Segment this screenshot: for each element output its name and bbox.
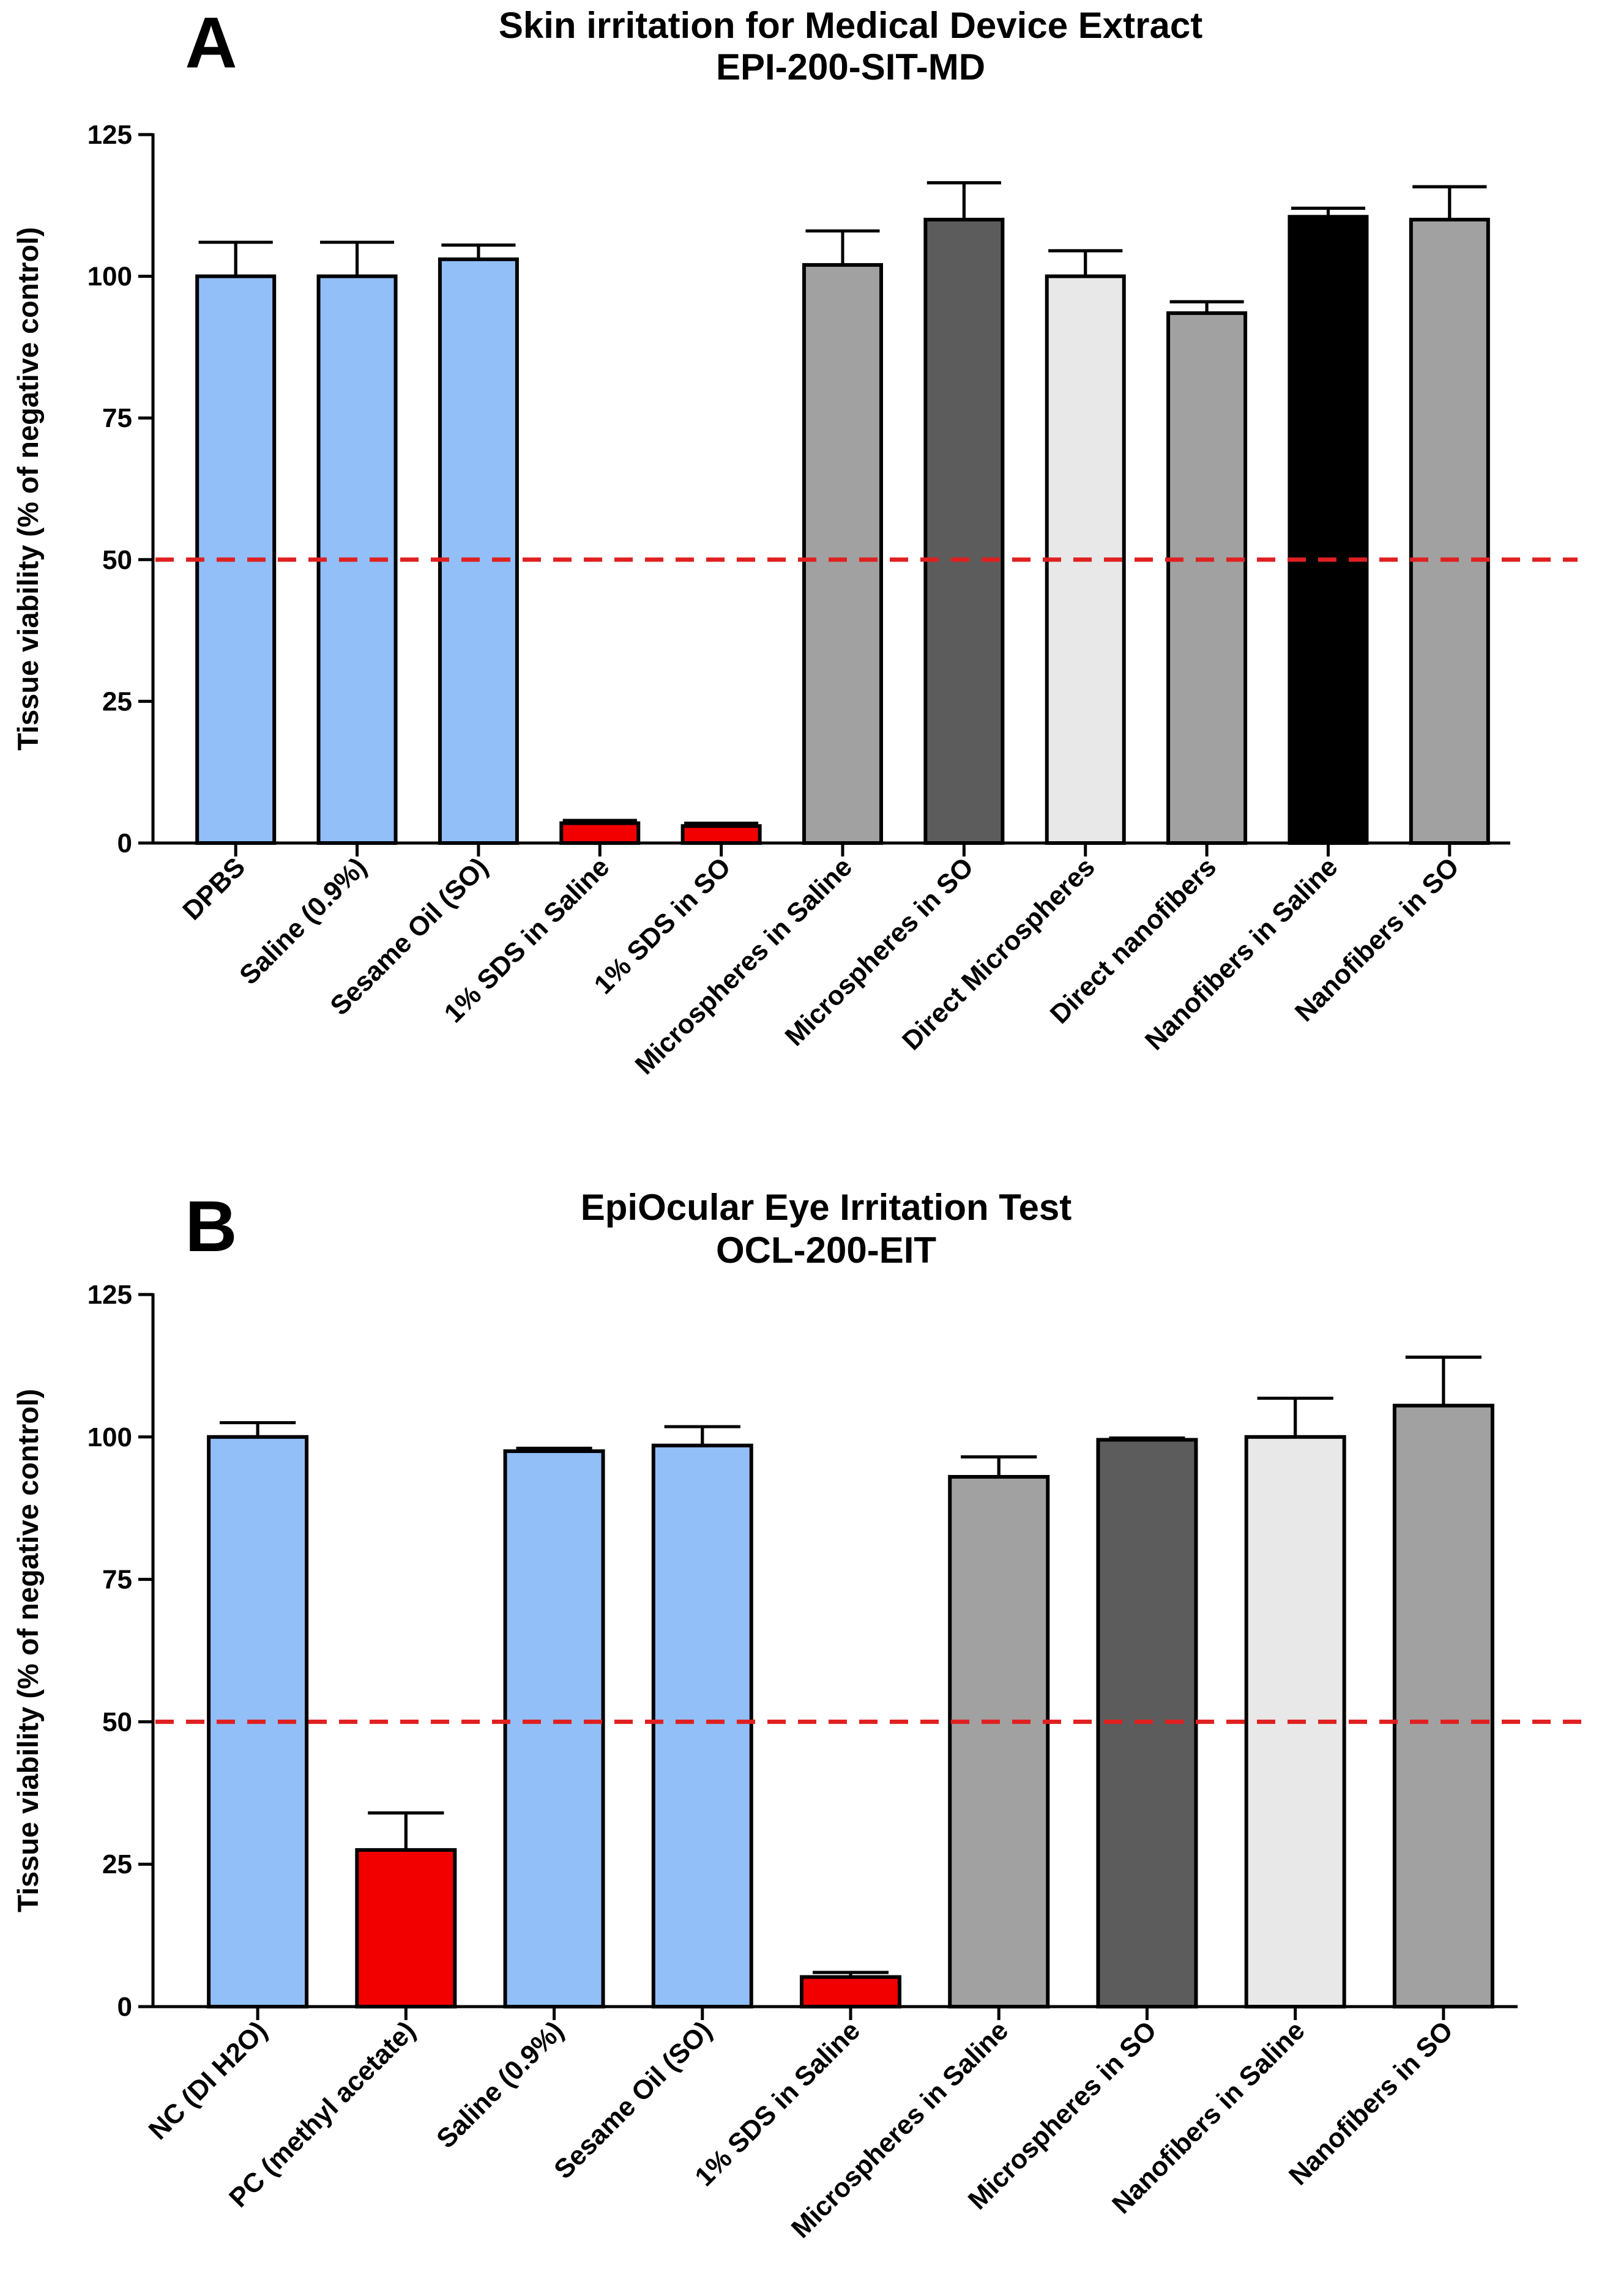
bar-1-sds-in-saline	[559, 821, 641, 845]
chart-subtitle: OCL-200-EIT	[716, 1230, 936, 1271]
y-axis-label: Tissue viability (% of negative control)	[12, 227, 44, 751]
bar-nanofibers-in-so	[1392, 1403, 1494, 2008]
x-tick-label-1-sds-in-saline: 1% SDS in Saline	[689, 2015, 866, 2192]
y-tick-label-50: 50	[102, 1707, 132, 1737]
panel-letter: A	[185, 2, 237, 83]
y-tick-label-0: 0	[117, 1992, 132, 2022]
x-tick-label-saline-0-9: Saline (0.9%)	[234, 852, 373, 990]
y-axis-label: Tissue viability (% of negative control)	[12, 1389, 44, 1912]
panel-b: B EpiOcular Eye Irritation TestOCL-200-EI…	[12, 1186, 1585, 2244]
bar-microspheres-in-saline	[802, 263, 883, 845]
chart-title: Skin irritation for Medical Device Extra…	[499, 5, 1202, 46]
chart-title: EpiOcular Eye Irritation Test	[581, 1187, 1072, 1228]
bar-sesame-oil-so	[651, 1443, 753, 2009]
x-tick-label-dpbs: DPBS	[177, 852, 251, 926]
y-tick-label-125: 125	[88, 1280, 132, 1310]
x-tick-label-nc-di-h2o: NC (DI H2O)	[143, 2015, 273, 2146]
chart-subtitle: EPI-200-SIT-MD	[716, 46, 985, 87]
bar-nanofibers-in-so	[1409, 217, 1490, 845]
y-tick-label-0: 0	[117, 828, 132, 858]
panel-letter: B	[185, 1186, 237, 1267]
y-tick-label-25: 25	[102, 1849, 132, 1879]
bar-microspheres-in-saline	[948, 1474, 1050, 2008]
y-tick-label-75: 75	[102, 1565, 132, 1595]
bar-saline-0-9	[503, 1449, 605, 2009]
bar-1-sds-in-so	[680, 824, 762, 845]
bar-1-sds-in-saline	[800, 1975, 901, 2009]
y-tick-label-125: 125	[88, 120, 132, 150]
y-tick-label-100: 100	[88, 262, 132, 292]
x-tick-label-microspheres-in-saline: Microspheres in Saline	[630, 852, 859, 1080]
y-tick-label-100: 100	[88, 1422, 132, 1452]
bar-nanofibers-in-saline	[1288, 215, 1369, 845]
bar-pc-methyl-acetate	[355, 1848, 457, 2008]
bar-sesame-oil-so	[438, 257, 519, 845]
x-tick-label-nanofibers-in-so: Nanofibers in SO	[1283, 2015, 1459, 2191]
panel-a: A Skin irritation for Medical Device Extr…	[12, 2, 1578, 1080]
y-tick-label-50: 50	[102, 545, 132, 575]
bar-direct-nanofibers	[1166, 311, 1248, 845]
bar-microspheres-in-so	[923, 217, 1005, 845]
x-tick-label-saline-0-9: Saline (0.9%)	[431, 2015, 570, 2154]
x-tick-label-sesame-oil-so: Sesame Oil (SO)	[548, 2015, 718, 2185]
y-tick-label-75: 75	[102, 403, 132, 433]
y-tick-label-25: 25	[102, 686, 132, 716]
